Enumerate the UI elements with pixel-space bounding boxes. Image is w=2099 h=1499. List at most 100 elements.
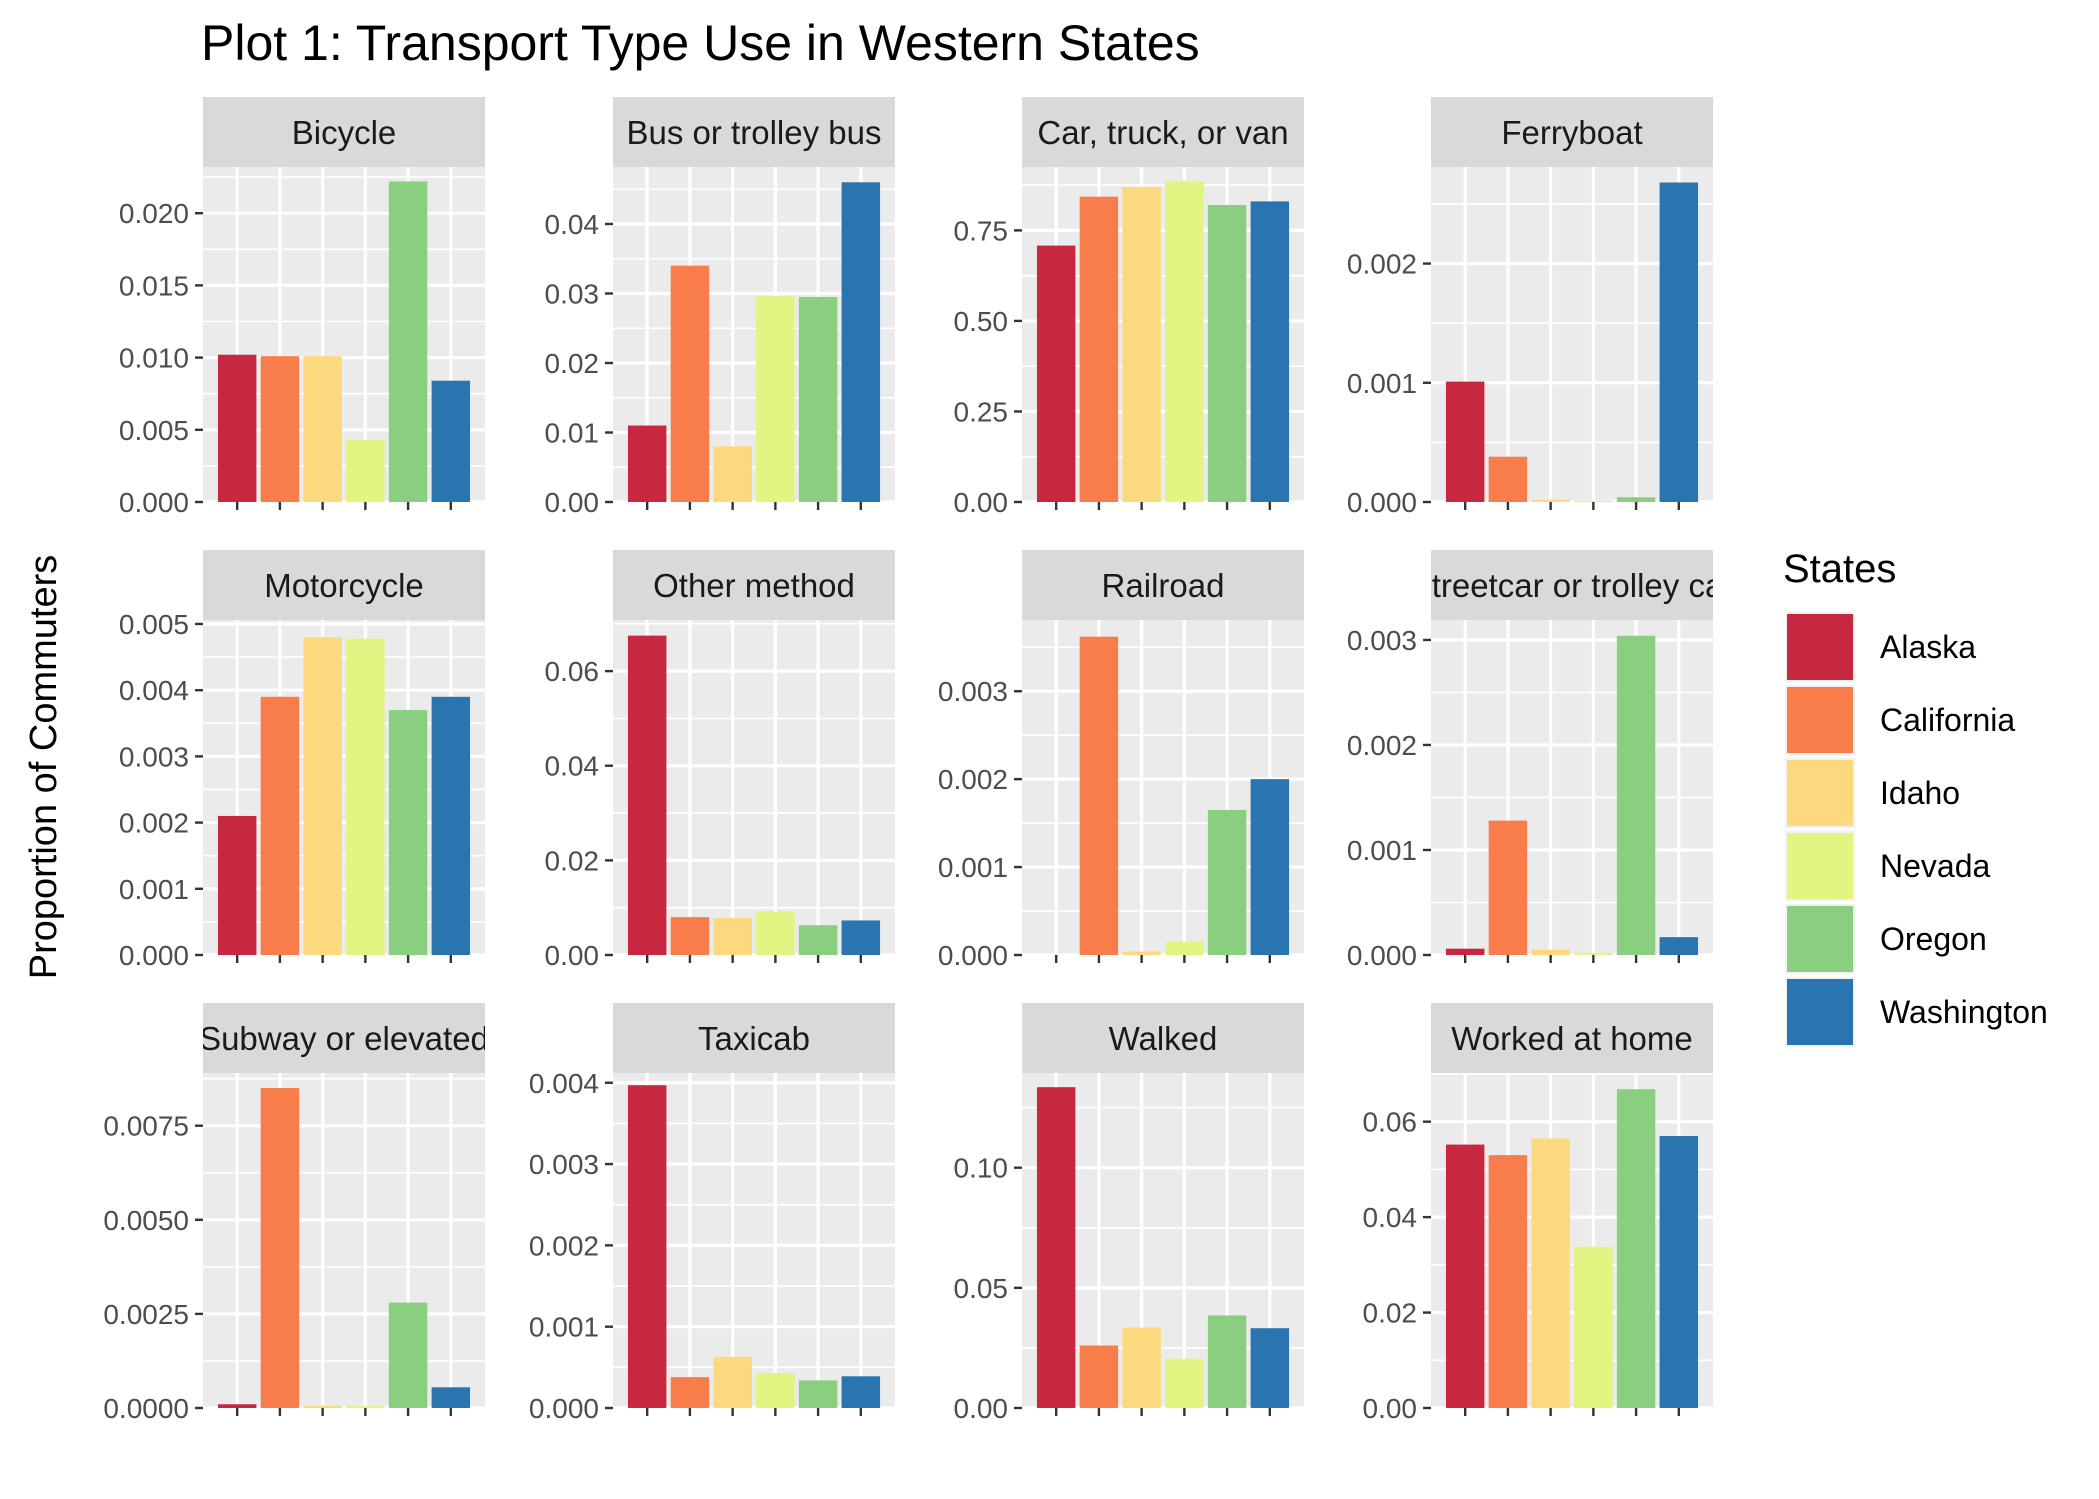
panel-background <box>1431 620 1713 955</box>
y-tick-label: 0.001 <box>1347 835 1417 866</box>
bar-motorcycle-oregon <box>388 710 428 955</box>
y-tick-label: 0.00 <box>1363 1393 1418 1424</box>
bar-bus-or-trolley-bus-california <box>670 265 710 502</box>
bar-bus-or-trolley-bus-oregon <box>798 296 838 502</box>
bar-ferryboat-nevada <box>1574 500 1613 502</box>
legend-swatch-alaska <box>1787 614 1853 680</box>
bar-car-truck-or-van-nevada <box>1165 180 1204 503</box>
y-tick-label: 0.00 <box>545 940 600 971</box>
bar-motorcycle-alaska <box>217 815 257 955</box>
legend-swatch-oregon <box>1787 906 1853 972</box>
strip-label: Bicycle <box>292 114 397 151</box>
bar-railroad-washington <box>1250 779 1290 955</box>
bar-motorcycle-california <box>260 696 300 955</box>
bar-ferryboat-idaho <box>1531 499 1570 502</box>
bar-motorcycle-washington <box>431 696 471 955</box>
y-tick-label: 0.004 <box>529 1068 599 1099</box>
facet-panels: Bicycle 0.000 0.005 0.010 0.015 0.020 Bus or t… <box>103 97 1735 1424</box>
bar-other-method-nevada <box>756 911 795 955</box>
bar-subway-or-elevated-washington <box>431 1387 471 1408</box>
bar-walked-alaska <box>1036 1087 1076 1408</box>
y-tick-label: 0.0050 <box>103 1205 189 1236</box>
bar-bicycle-oregon <box>388 181 428 503</box>
legend-label-washington: Washington <box>1880 994 2048 1030</box>
legend-swatch-nevada <box>1787 833 1853 899</box>
y-tick-label: 0.0075 <box>103 1111 189 1142</box>
bar-ferryboat-oregon <box>1616 497 1656 502</box>
bar-other-method-idaho <box>713 918 752 955</box>
strip-background <box>1431 1003 1713 1073</box>
panel-other-method: Other method 0.00 0.02 0.04 0.06 <box>545 550 895 971</box>
bar-taxicab-nevada <box>756 1373 795 1408</box>
y-tick-label: 0.001 <box>119 874 189 905</box>
legend-label-california: California <box>1880 702 2015 738</box>
bar-worked-at-home-nevada <box>1574 1246 1613 1408</box>
legend-items: Alaska California Idaho Nevada Oregon Washing… <box>1785 612 2048 1047</box>
y-tick-label: 0.00 <box>545 487 600 518</box>
bar-car-truck-or-van-oregon <box>1207 205 1247 502</box>
bar-railroad-idaho <box>1122 951 1161 955</box>
y-tick-label: 0.001 <box>1347 368 1417 399</box>
strip-background <box>1431 97 1713 167</box>
y-axis-label: Proportion of Commuters <box>23 555 65 980</box>
strip-label: Taxicab <box>698 1020 810 1057</box>
y-tick-label: 0.02 <box>1363 1298 1418 1329</box>
y-tick-label: 0.015 <box>119 270 189 301</box>
strip-background <box>1022 550 1304 620</box>
panel-motorcycle: Motorcycle 0.000 0.001 0.002 0.003 0.004 0.005 <box>119 550 485 971</box>
bar-bicycle-nevada <box>346 439 385 502</box>
panel-ferryboat: Ferryboat 0.000 0.001 0.002 <box>1347 97 1713 518</box>
bar-taxicab-alaska <box>627 1085 667 1408</box>
bar-railroad-california <box>1079 636 1119 955</box>
y-tick-label: 0.002 <box>529 1230 599 1261</box>
bar-ferryboat-california <box>1488 456 1528 502</box>
y-tick-label: 0.003 <box>938 676 1008 707</box>
y-tick-label: 0.000 <box>529 1393 599 1424</box>
y-tick-label: 0.04 <box>1363 1202 1418 1233</box>
strip-label: Other method <box>653 567 855 604</box>
panel-background <box>203 1073 485 1408</box>
bar-walked-idaho <box>1122 1327 1161 1408</box>
bar-walked-oregon <box>1207 1315 1247 1408</box>
legend-swatch-idaho <box>1787 760 1853 826</box>
strip-label: Worked at home <box>1451 1020 1693 1057</box>
strip-label: Streetcar or trolley car <box>1410 567 1735 604</box>
y-tick-label: 0.04 <box>545 751 600 782</box>
y-tick-label: 0.000 <box>1347 487 1417 518</box>
panel-walked: Walked 0.00 0.05 0.10 <box>954 1003 1304 1424</box>
bar-worked-at-home-washington <box>1659 1135 1699 1408</box>
y-tick-label: 0.0025 <box>103 1299 189 1330</box>
strip-label: Motorcycle <box>264 567 424 604</box>
y-tick-label: 0.10 <box>954 1153 1009 1184</box>
y-tick-label: 0.00 <box>954 1393 1009 1424</box>
strip-background <box>203 97 485 167</box>
y-tick-label: 0.002 <box>1347 249 1417 280</box>
y-tick-label: 0.000 <box>119 487 189 518</box>
bar-other-method-alaska <box>627 635 667 955</box>
bar-walked-california <box>1079 1345 1119 1408</box>
bar-bus-or-trolley-bus-alaska <box>627 425 667 502</box>
bar-streetcar-or-trolley-car-nevada <box>1574 952 1613 955</box>
bar-subway-or-elevated-nevada <box>346 1406 385 1408</box>
bar-ferryboat-washington <box>1659 182 1699 502</box>
panel-bus-or-trolley-bus: Bus or trolley bus 0.00 0.01 0.02 0.03 0.04 <box>545 97 895 518</box>
y-tick-label: 0.001 <box>938 852 1008 883</box>
panel-bicycle: Bicycle 0.000 0.005 0.010 0.015 0.020 <box>119 97 485 518</box>
y-tick-label: 0.06 <box>1363 1107 1418 1138</box>
bar-ferryboat-alaska <box>1445 381 1485 502</box>
panel-railroad: Railroad 0.000 0.001 0.002 0.003 <box>938 550 1304 971</box>
bar-worked-at-home-oregon <box>1616 1089 1656 1408</box>
bar-bus-or-trolley-bus-nevada <box>756 296 795 502</box>
bar-subway-or-elevated-idaho <box>303 1405 342 1408</box>
strip-background <box>1022 1003 1304 1073</box>
panel-taxicab: Taxicab 0.000 0.001 0.002 0.003 0.004 <box>529 1003 895 1424</box>
panel-worked-at-home: Worked at home 0.00 0.02 0.04 0.06 <box>1363 1003 1713 1424</box>
legend-label-alaska: Alaska <box>1880 629 1976 665</box>
y-tick-label: 0.004 <box>119 675 189 706</box>
bar-streetcar-or-trolley-car-washington <box>1659 937 1699 955</box>
y-tick-label: 0.002 <box>119 808 189 839</box>
strip-background <box>203 550 485 620</box>
bar-worked-at-home-idaho <box>1531 1138 1570 1408</box>
bar-car-truck-or-van-alaska <box>1036 245 1076 503</box>
